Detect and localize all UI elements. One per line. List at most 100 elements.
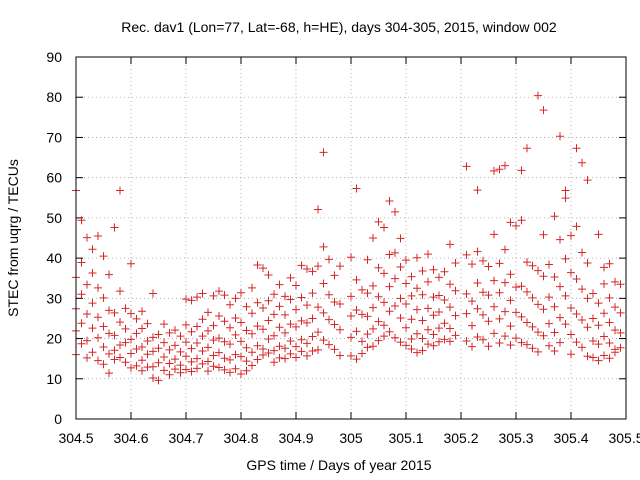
data-point-plus-marker [226, 355, 234, 364]
data-point-plus-marker [77, 258, 86, 267]
data-point-plus-marker [138, 307, 146, 316]
data-point-plus-marker [495, 338, 504, 347]
data-point-plus-marker [204, 367, 212, 376]
data-point-plus-marker [484, 262, 493, 271]
data-point-plus-marker [275, 302, 284, 311]
data-point-plus-marker [198, 332, 207, 341]
data-point-plus-marker [561, 194, 570, 203]
data-point-plus-marker [198, 289, 207, 298]
data-point-plus-marker [193, 354, 201, 363]
data-point-plus-marker [435, 324, 443, 333]
data-point-plus-marker [435, 291, 443, 300]
data-point-plus-marker [545, 260, 553, 269]
data-point-plus-marker [462, 250, 471, 259]
data-point-plus-marker [297, 316, 306, 325]
data-point-plus-marker [550, 212, 559, 221]
data-point-plus-marker [198, 359, 207, 368]
data-point-plus-marker [556, 132, 564, 141]
data-point-plus-marker [286, 273, 295, 282]
data-point-plus-marker [319, 308, 328, 317]
data-point-plus-marker [567, 350, 575, 359]
data-point-plus-marker [589, 336, 597, 345]
data-point-plus-marker [143, 336, 152, 345]
data-point-plus-marker [105, 369, 113, 378]
data-point-plus-marker [396, 262, 405, 271]
data-point-plus-marker [83, 336, 91, 345]
data-point-plus-marker [589, 314, 597, 323]
data-point-plus-marker [209, 362, 218, 371]
data-point-plus-marker [99, 293, 108, 302]
data-point-plus-marker [303, 318, 311, 327]
data-point-plus-marker [330, 345, 339, 354]
data-point-plus-marker [143, 319, 152, 328]
data-point-plus-marker [198, 347, 207, 356]
data-point-plus-marker [501, 307, 509, 316]
data-point-plus-marker [226, 368, 234, 377]
data-point-plus-marker [83, 280, 91, 289]
data-point-plus-marker [539, 272, 548, 281]
data-point-plus-marker [264, 334, 273, 343]
data-point-plus-marker [160, 338, 168, 347]
data-point-plus-marker [468, 297, 476, 306]
data-point-plus-marker [418, 334, 427, 343]
data-point-plus-marker [473, 332, 482, 341]
data-point-plus-marker [539, 305, 548, 314]
data-point-plus-marker [440, 319, 449, 328]
data-point-plus-marker [88, 348, 97, 357]
x-tick-label: 305.2 [443, 430, 478, 446]
data-point-plus-marker [418, 266, 427, 275]
data-point-plus-marker [204, 308, 212, 317]
data-point-plus-marker [561, 186, 570, 195]
data-point-plus-marker [220, 291, 229, 300]
data-point-plus-marker [446, 280, 454, 289]
data-point-plus-marker [94, 333, 102, 342]
data-point-plus-marker [193, 364, 201, 373]
data-point-plus-marker [237, 337, 245, 346]
data-point-plus-marker [616, 280, 625, 289]
data-point-plus-marker [380, 321, 388, 330]
data-point-plus-marker [77, 290, 86, 299]
data-point-plus-marker [352, 355, 361, 364]
data-point-plus-marker [110, 355, 119, 364]
data-point-plus-marker [506, 296, 515, 305]
data-point-plus-marker [539, 106, 548, 115]
data-point-plus-marker [347, 351, 355, 360]
data-point-plus-marker [374, 317, 383, 326]
data-point-plus-marker [264, 316, 273, 325]
y-tick-label: 50 [46, 210, 62, 226]
data-point-plus-marker [572, 275, 581, 284]
data-point-plus-marker [528, 344, 537, 353]
data-point-plus-marker [561, 254, 570, 263]
data-point-plus-marker [237, 288, 245, 297]
data-point-plus-marker [545, 319, 553, 328]
data-point-plus-marker [209, 321, 218, 330]
data-point-plus-marker [429, 311, 438, 320]
data-point-plus-marker [380, 332, 388, 341]
data-point-plus-marker [578, 285, 586, 294]
data-point-plus-marker [583, 258, 592, 267]
data-point-plus-marker [473, 247, 482, 256]
y-tick-label: 90 [46, 49, 62, 65]
data-point-plus-marker [517, 312, 526, 321]
data-point-plus-marker [435, 273, 443, 282]
data-point-plus-marker [545, 293, 553, 302]
data-point-plus-marker [490, 230, 498, 239]
data-point-plus-marker [237, 369, 245, 378]
data-point-plus-marker [363, 255, 372, 264]
data-point-plus-marker [149, 289, 157, 298]
data-point-plus-marker [391, 301, 399, 310]
data-point-plus-marker [495, 288, 504, 297]
data-point-plus-marker [193, 322, 201, 331]
data-point-plus-marker [501, 332, 509, 341]
data-point-plus-marker [286, 295, 295, 304]
data-point-plus-marker [264, 349, 273, 358]
data-point-plus-marker [275, 323, 284, 332]
data-point-plus-marker [594, 230, 603, 239]
data-point-plus-marker [231, 364, 240, 373]
data-point-plus-marker [352, 275, 361, 284]
data-point-plus-marker [605, 338, 614, 347]
data-point-plus-marker [270, 331, 278, 340]
data-point-plus-marker [110, 308, 119, 317]
data-point-plus-marker [506, 322, 515, 331]
data-point-plus-marker [358, 337, 366, 346]
